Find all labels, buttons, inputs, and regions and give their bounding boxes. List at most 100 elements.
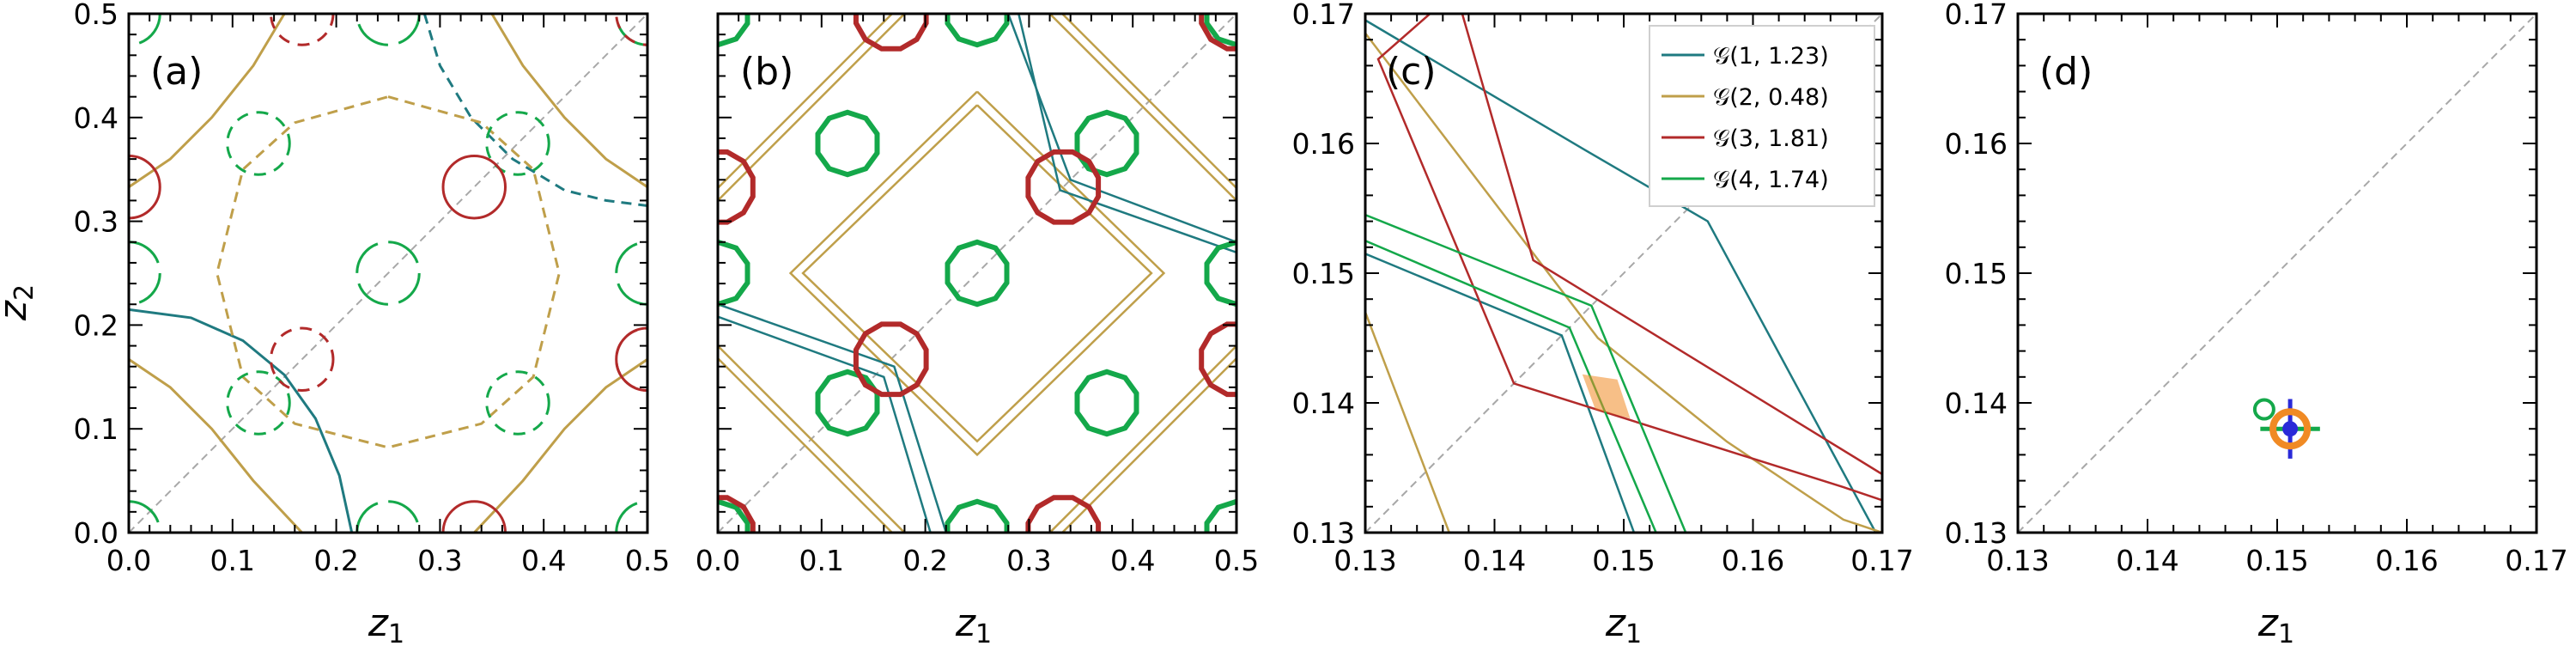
y-tick-label: 0.13 bbox=[1292, 516, 1355, 550]
panel-letter: (d) bbox=[2039, 50, 2093, 94]
plot-area bbox=[2018, 14, 2537, 533]
orange-ring-point bbox=[2269, 408, 2312, 450]
red-circle bbox=[269, 326, 335, 393]
x-tick-label: 0.4 bbox=[521, 544, 566, 577]
x-tick-label: 0.5 bbox=[625, 544, 670, 577]
panel-a: 0.0 0.1 0.2 0.3 0.4 0.5 0.0 0.1 0.2 0.3 0.4 0.5 (a) bbox=[74, 0, 671, 577]
green-boundary-line bbox=[1365, 213, 1687, 533]
x-tick-label: 0.3 bbox=[1006, 544, 1051, 577]
panel-letter: (c) bbox=[1386, 50, 1437, 94]
x-tick-label: 0.0 bbox=[106, 544, 151, 577]
green-polygon-marker bbox=[945, 498, 1010, 533]
green-polygon-marker bbox=[1074, 369, 1139, 437]
gold-boundary-line bbox=[1061, 14, 1236, 189]
gold-boundary-line bbox=[801, 104, 1153, 443]
gold-boundary-line bbox=[1048, 344, 1236, 533]
panel-letter: (b) bbox=[740, 50, 793, 94]
red-polygon-marker bbox=[853, 321, 929, 398]
gold-boundary-line bbox=[718, 14, 893, 189]
x-tick-label: 0.17 bbox=[1850, 544, 1913, 577]
y-tick-label: 0.0 bbox=[74, 516, 118, 550]
x-tick-label: 0.1 bbox=[799, 544, 844, 577]
gold-boundary-line bbox=[718, 14, 906, 202]
x-tick-label: 0.16 bbox=[2375, 544, 2438, 577]
y-tick-label: 0.3 bbox=[74, 205, 118, 239]
green-polygon-marker bbox=[1074, 109, 1139, 178]
teal-boundary-line bbox=[1365, 253, 1636, 533]
feasible-region bbox=[1582, 374, 1631, 419]
x-tick-label: 0.2 bbox=[313, 544, 358, 577]
y-tick-label: 0.17 bbox=[1292, 0, 1355, 31]
panel-b: 0.0 0.1 0.2 0.3 0.4 0.5 (b) bbox=[696, 12, 1259, 577]
red-circle bbox=[441, 500, 507, 533]
x-tick-label: 0.13 bbox=[1334, 544, 1396, 577]
teal-boundary-line bbox=[1365, 19, 1877, 533]
teal-curve bbox=[129, 308, 354, 533]
teal-curve bbox=[422, 14, 647, 207]
x-tick-label: 0.15 bbox=[2245, 544, 2308, 577]
green-circle bbox=[226, 370, 291, 436]
y-tick-label: 0.17 bbox=[1945, 0, 2008, 31]
x-tick-label: 0.15 bbox=[1592, 544, 1655, 577]
panel-letter: (a) bbox=[150, 50, 203, 94]
red-polygon-marker bbox=[853, 14, 929, 52]
gold-boundary-line bbox=[1061, 357, 1236, 533]
green-circle bbox=[485, 111, 550, 176]
teal-boundary-line bbox=[1007, 14, 1236, 243]
green-polygon-marker bbox=[815, 109, 880, 178]
green-circle bbox=[355, 14, 421, 46]
x-axis-label-a: z1 bbox=[368, 601, 404, 646]
green-polygon-marker bbox=[1204, 498, 1236, 533]
legend-label: 𝒢(3, 1.81) bbox=[1713, 125, 1829, 152]
y-tick-label: 0.1 bbox=[74, 412, 118, 446]
red-circle bbox=[270, 14, 335, 46]
red-circle bbox=[441, 154, 507, 220]
diagonal-line bbox=[129, 14, 647, 533]
x-tick-label: 0.16 bbox=[1722, 544, 1784, 577]
x-tick-label: 0.17 bbox=[2505, 544, 2567, 577]
red-polygon-marker bbox=[1199, 321, 1236, 398]
green-circle bbox=[485, 370, 550, 436]
green-polygon-marker bbox=[718, 498, 750, 533]
diagonal-line bbox=[2018, 14, 2537, 533]
tick-marks bbox=[1364, 13, 1883, 533]
green-polygon-marker bbox=[815, 369, 880, 437]
gold-boundary-line bbox=[788, 90, 1166, 457]
gold-curve bbox=[129, 14, 286, 188]
gold-curve bbox=[473, 358, 647, 533]
y-tick-label: 0.16 bbox=[1945, 127, 2008, 161]
y-tick-label: 0.15 bbox=[1292, 257, 1355, 290]
x-tick-label: 0.2 bbox=[902, 544, 947, 577]
gold-boundary-line bbox=[718, 344, 906, 533]
x-tick-label: 0.13 bbox=[1986, 544, 2049, 577]
red-boundary-line bbox=[1376, 14, 1882, 502]
axes-frame bbox=[716, 12, 1238, 534]
gold-curve bbox=[129, 358, 303, 533]
red-circle bbox=[615, 326, 647, 392]
gold-boundary-line bbox=[718, 357, 893, 533]
green-polygon-marker bbox=[1204, 239, 1236, 308]
y-tick-label: 0.5 bbox=[74, 0, 118, 31]
green-circle bbox=[129, 241, 161, 306]
tick-marks bbox=[128, 13, 648, 533]
x-tick-label: 0.4 bbox=[1110, 544, 1155, 577]
gold-curve bbox=[490, 14, 647, 188]
x-tick-label: 0.14 bbox=[2116, 544, 2178, 577]
teal-boundary-line bbox=[1018, 14, 1236, 253]
x-axis-label-b: z1 bbox=[955, 601, 992, 646]
y-tick-label: 0.4 bbox=[74, 101, 118, 135]
x-axis-label-c: z1 bbox=[1605, 601, 1642, 646]
y-tick-label: 0.14 bbox=[1292, 387, 1355, 420]
legend-label: 𝒢(2, 0.48) bbox=[1713, 84, 1829, 111]
y-tick-label: 0.13 bbox=[1945, 516, 2008, 550]
blue-dot-point bbox=[2282, 421, 2299, 437]
x-tick-label: 0.3 bbox=[417, 544, 462, 577]
x-tick-label: 0.0 bbox=[696, 544, 740, 577]
panel-c: 0.13 0.14 0.15 0.16 0.17 0.13 0.14 0.15 0.16 0.17… bbox=[1292, 0, 1914, 577]
x-axis-label-d: z1 bbox=[2257, 601, 2294, 646]
green-polygon-marker bbox=[945, 239, 1010, 308]
gold-boundary-line bbox=[1365, 311, 1450, 533]
x-tick-label: 0.14 bbox=[1463, 544, 1526, 577]
x-tick-label: 0.5 bbox=[1214, 544, 1259, 577]
gold-boundary-line bbox=[1048, 14, 1236, 202]
